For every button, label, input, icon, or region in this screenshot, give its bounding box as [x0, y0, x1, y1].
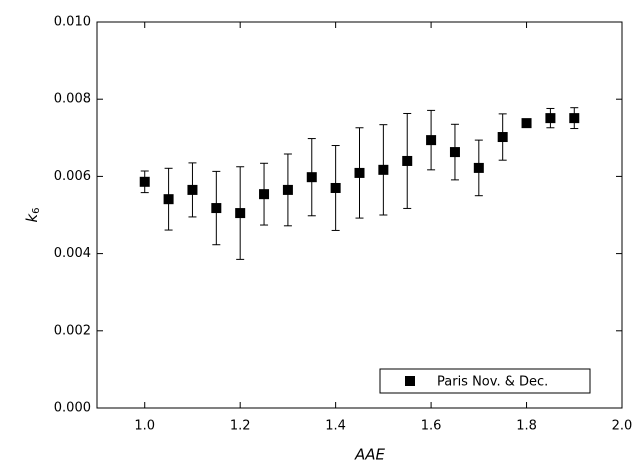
- x-tick-label: 1.8: [516, 419, 537, 434]
- y-tick-label: 0.006: [54, 169, 91, 184]
- marker: [402, 155, 413, 166]
- x-tick-label: 1.6: [421, 419, 442, 434]
- marker: [569, 113, 580, 124]
- marker: [139, 176, 150, 187]
- marker: [449, 147, 460, 158]
- marker: [259, 189, 270, 200]
- y-tick-label: 0.008: [54, 92, 91, 107]
- marker: [282, 184, 293, 195]
- y-tick-label: 0.010: [54, 15, 91, 30]
- marker: [378, 164, 389, 175]
- legend-marker: [405, 376, 415, 386]
- x-tick-label: 1.2: [230, 419, 251, 434]
- marker: [354, 167, 365, 178]
- marker: [497, 132, 508, 143]
- marker: [306, 172, 317, 183]
- marker: [473, 162, 484, 173]
- y-tick-label: 0.004: [54, 246, 91, 261]
- x-tick-label: 1.4: [325, 419, 346, 434]
- y-tick-label: 0.002: [54, 323, 91, 338]
- marker: [330, 182, 341, 193]
- y-axis-label-sub: 6: [31, 207, 42, 213]
- marker: [163, 194, 174, 205]
- x-tick-label: 2.0: [612, 419, 633, 434]
- marker: [211, 203, 222, 214]
- plot-frame: [96, 21, 623, 409]
- y-axis-label: k6: [23, 207, 43, 222]
- x-tick-label: 1.0: [134, 419, 155, 434]
- y-axis-label-main: k: [23, 213, 41, 223]
- y-tick-label: 0.000: [54, 401, 91, 416]
- x-axis-label: AAE: [354, 446, 386, 464]
- marker: [187, 184, 198, 195]
- marker: [426, 135, 437, 146]
- marker: [235, 208, 246, 219]
- marker: [545, 113, 556, 124]
- marker: [521, 118, 532, 129]
- legend-label: Paris Nov. & Dec.: [437, 375, 548, 390]
